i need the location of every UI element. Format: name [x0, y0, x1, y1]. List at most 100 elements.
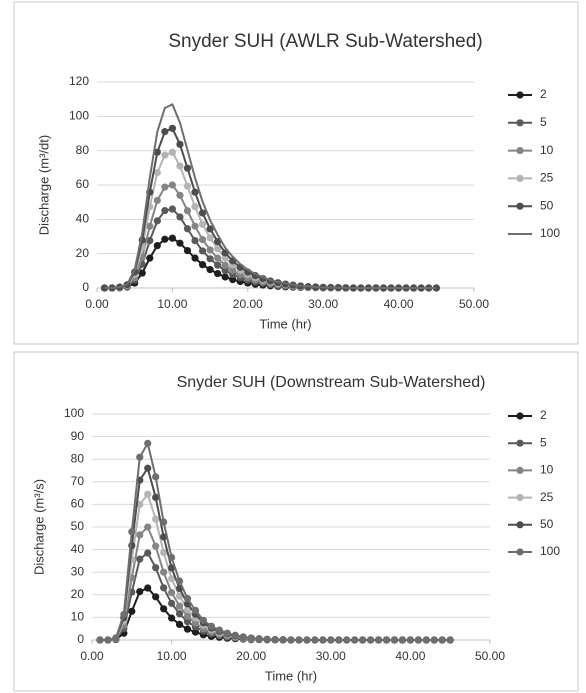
data-point: [152, 493, 160, 501]
data-point: [390, 636, 399, 644]
legend-label: 50: [540, 198, 554, 212]
data-point: [295, 636, 303, 644]
data-point: [319, 636, 327, 644]
data-point: [374, 636, 383, 644]
legend-label: 10: [540, 463, 554, 477]
data-point: [136, 453, 144, 461]
data-point: [144, 549, 152, 557]
x-axis-label: Time (hr): [265, 668, 317, 683]
legend-label: 25: [540, 171, 554, 185]
legend-label: 2: [540, 87, 547, 101]
legend-label: 10: [540, 143, 554, 157]
legend-marker: [516, 412, 524, 420]
data-point: [263, 635, 271, 643]
data-point: [229, 266, 237, 275]
panel: [13, 1, 579, 345]
data-point: [153, 196, 161, 205]
x-axis-label: Time (hr): [259, 316, 311, 331]
y-tick-label: 70: [71, 474, 85, 488]
data-point: [191, 203, 199, 211]
data-point: [153, 217, 161, 225]
data-point: [104, 636, 112, 644]
data-point: [176, 162, 184, 170]
data-point: [221, 273, 229, 281]
data-point: [255, 635, 263, 643]
data-point: [183, 164, 192, 172]
data-point: [343, 636, 351, 644]
data-point: [214, 261, 222, 269]
data-point: [168, 599, 176, 607]
x-tick-label: 40.00: [395, 649, 425, 663]
data-point: [176, 239, 184, 247]
data-point: [152, 542, 160, 550]
data-point: [198, 209, 207, 217]
data-point: [153, 148, 161, 156]
data-point: [430, 636, 438, 644]
series-line: [104, 102, 437, 289]
data-point: [168, 588, 176, 597]
legend-marker: [516, 174, 524, 182]
data-point: [183, 625, 192, 633]
data-point: [191, 254, 199, 262]
y-tick-label: 50: [71, 519, 85, 533]
legend-label: 5: [540, 435, 547, 449]
data-point: [414, 636, 422, 644]
data-point: [175, 577, 184, 585]
data-point: [191, 237, 199, 245]
legend-marker: [516, 521, 524, 529]
y-tick-label: 80: [71, 451, 85, 465]
data-point: [128, 528, 136, 536]
data-point: [160, 584, 168, 592]
legend-marker: [516, 147, 524, 155]
data-point: [136, 555, 144, 563]
y-tick-label: 40: [76, 212, 90, 226]
legend-label: 5: [540, 115, 547, 129]
data-point: [176, 191, 184, 199]
legend-marker: [516, 119, 524, 127]
data-point: [214, 269, 222, 278]
data-point: [146, 237, 154, 245]
data-point: [327, 636, 335, 644]
data-point: [191, 188, 199, 196]
legend-label: 100: [540, 544, 560, 558]
data-point: [168, 564, 176, 572]
data-point: [191, 619, 200, 627]
data-point: [231, 631, 239, 639]
data-point: [221, 261, 229, 269]
y-tick-label: 60: [71, 497, 85, 511]
data-point: [438, 636, 446, 644]
data-point: [247, 634, 255, 642]
data-point: [214, 254, 222, 262]
y-tick-label: 20: [76, 246, 90, 260]
data-point: [198, 261, 207, 269]
data-point: [160, 548, 168, 557]
data-point: [367, 636, 375, 644]
data-point: [96, 636, 104, 644]
y-tick-label: 30: [71, 564, 85, 578]
data-point: [168, 234, 176, 242]
data-point: [144, 490, 152, 498]
data-point: [183, 182, 192, 190]
panel: [13, 351, 579, 692]
data-point: [446, 636, 454, 644]
legend-marker: [516, 91, 524, 99]
data-point: [183, 618, 192, 626]
data-point: [175, 602, 184, 610]
data-point: [221, 267, 229, 275]
data-point: [191, 606, 200, 614]
data-point: [183, 595, 192, 603]
legend-marker: [516, 466, 524, 474]
x-tick-label: 50.00: [459, 297, 489, 311]
data-point: [161, 151, 169, 159]
data-point: [198, 235, 207, 244]
data-point: [271, 635, 279, 644]
data-point: [161, 183, 169, 191]
x-tick-label: 0.00: [85, 297, 109, 311]
data-point: [161, 206, 169, 215]
y-tick-label: 100: [69, 109, 89, 123]
legend-marker: [516, 202, 524, 210]
data-point: [359, 636, 367, 644]
data-point: [136, 588, 144, 596]
data-point: [406, 636, 414, 644]
